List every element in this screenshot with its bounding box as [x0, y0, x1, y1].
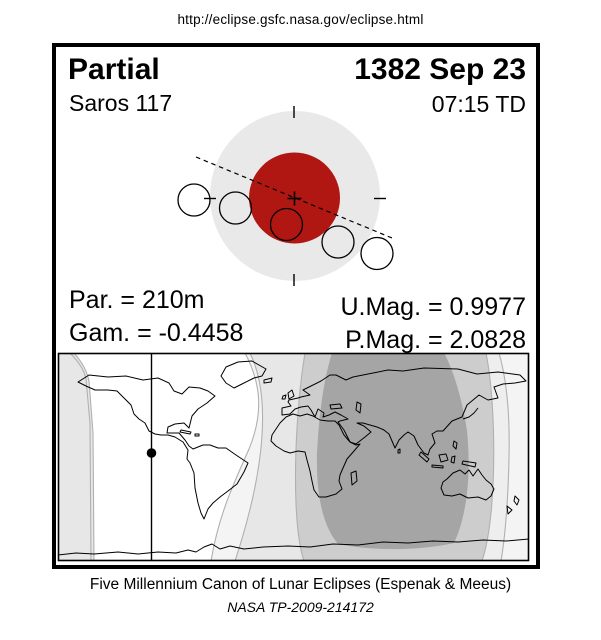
east-rise-set-zone-2 — [235, 353, 305, 561]
eclipse-figure-card: Partial Saros 117 1382 Sep 23 07:15 TD P… — [52, 43, 540, 569]
moon-contact-1-circle — [177, 183, 211, 217]
west-limit-shading — [58, 353, 94, 561]
ecliptic-dashed-line — [195, 156, 393, 239]
map-frame — [57, 352, 530, 562]
gamma-stat: Gam. = -0.4458 — [69, 319, 244, 347]
visibility-map — [57, 352, 530, 562]
far-east-lighter-zone — [499, 353, 529, 561]
source-url-text: http://eclipse.gsfc.nasa.gov/eclipse.htm… — [177, 12, 424, 27]
moon-greatest-eclipse-circle — [269, 207, 304, 242]
americas-outline — [77, 374, 249, 520]
zenith-point-dot — [146, 448, 157, 458]
eclipse-type-label: Partial — [68, 53, 160, 86]
eclipse-diagram-svg — [57, 106, 530, 562]
new-zealand-outline — [506, 495, 520, 515]
australia-outline — [440, 468, 495, 501]
africa-outline — [270, 413, 361, 498]
penumbral-magnitude-stat: P.Mag. = 2.0828 — [345, 326, 526, 354]
canon-caption: Five Millennium Canon of Lunar Eclipses … — [89, 576, 512, 593]
moon-contact-2-circle — [218, 191, 253, 225]
moon-position-circles — [177, 183, 394, 271]
eclipse-time-label: 07:15 TD — [431, 91, 526, 117]
sri-lanka-outline — [397, 448, 401, 454]
madagascar-outline — [350, 470, 358, 486]
eclipse-date-label: 1382 Sep 23 — [354, 53, 526, 86]
black-sea-outline — [329, 403, 343, 410]
map-shading-zones — [58, 353, 529, 561]
no-eclipse-visible-zone — [316, 353, 469, 550]
moon-contact-3-circle — [321, 225, 355, 259]
umbral-magnitude-stat: U.Mag. = 0.9977 — [340, 293, 526, 321]
british-isles-outline — [281, 389, 295, 400]
antarctica-coast-outline — [58, 538, 529, 556]
shadow-diagram — [177, 106, 394, 286]
southeast-asia-islands-outline — [418, 440, 477, 469]
partial-duration-stat: Par. = 210m — [69, 286, 205, 314]
shadow-center-cross — [287, 191, 302, 206]
greenland-outline — [220, 360, 267, 389]
continent-outlines — [58, 360, 529, 556]
iceland-outline — [263, 377, 273, 384]
caspian-sea-outline — [355, 401, 362, 414]
eurasia-outline — [281, 367, 527, 456]
moon-contact-4-circle — [360, 236, 394, 271]
caribbean-islands-outline — [179, 429, 200, 437]
saros-series-label: Saros 117 — [69, 90, 173, 116]
contact-curves — [69, 353, 510, 561]
nasa-report-number: NASA TP-2009-214172 — [227, 599, 374, 615]
japan-outline — [462, 407, 479, 420]
